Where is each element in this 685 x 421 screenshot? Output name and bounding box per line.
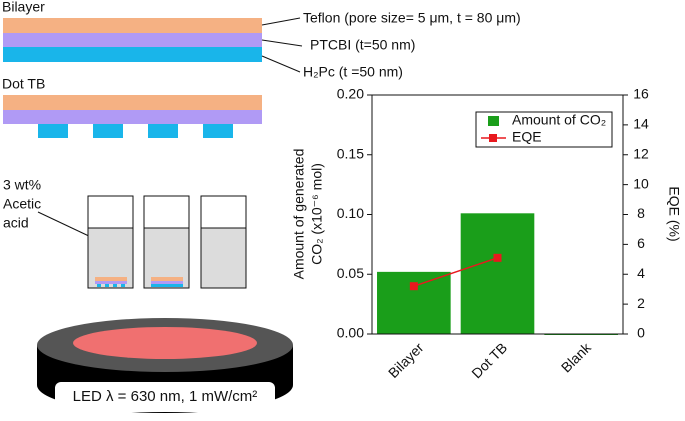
y2-tick-label: 14	[633, 116, 649, 132]
arrow	[261, 55, 301, 73]
y2-tick-label: 12	[633, 145, 649, 161]
acid-label: Acetic	[3, 196, 41, 212]
y2-tick-label: 10	[633, 175, 649, 191]
ptcbi-label: PTCBI (t=50 nm)	[310, 37, 415, 53]
arrow	[261, 39, 303, 47]
line	[413, 257, 498, 287]
line-marker	[409, 282, 418, 291]
vials	[87, 195, 247, 289]
arrow	[261, 17, 301, 26]
acid-label: acid	[3, 215, 29, 231]
legend-label: EQE	[512, 129, 542, 145]
y2-tick-label: 16	[633, 86, 649, 102]
y-axis-label: CO₂ (x10⁻⁶ mol)	[309, 163, 325, 265]
teflon-layer	[3, 18, 262, 33]
sample-dots	[97, 284, 125, 287]
sample	[95, 277, 127, 281]
x-tick-label: Dot TB	[468, 339, 510, 381]
y-tick-label: 0.10	[337, 205, 364, 221]
x-tick-label: Blank	[558, 339, 595, 376]
y-axis-label: Amount of generated	[291, 149, 307, 280]
bilayer-label: Bilayer	[2, 0, 45, 15]
led-label: LED λ = 630 nm, 1 mW/cm²	[73, 388, 258, 405]
h2pc-label: H₂Pc (t =50 nm)	[303, 64, 403, 80]
h2pc-layer	[3, 47, 262, 62]
ptcbi-layer	[3, 33, 262, 47]
led-label-box	[55, 382, 275, 412]
h2pc-dot	[203, 124, 233, 138]
sample	[151, 281, 183, 284]
y2-tick-label: 6	[637, 235, 645, 251]
x-tick-label: Bilayer	[385, 339, 427, 381]
acid-label: 3 wt%	[3, 177, 41, 193]
h2pc-dot	[148, 124, 178, 138]
dot-tb-label: Dot TB	[2, 76, 45, 92]
y2-tick-label: 8	[637, 205, 645, 221]
legend-swatch	[489, 134, 497, 142]
y2-axis-label: EQE (%)	[666, 186, 682, 241]
bar	[460, 213, 535, 334]
ptcbi-layer	[3, 110, 262, 124]
teflon-layer	[3, 95, 262, 110]
line-marker	[493, 253, 502, 262]
y-tick-label: 0.05	[337, 265, 364, 281]
y2-tick-label: 0	[637, 325, 645, 341]
legend-label: Amount of CO₂	[512, 112, 606, 128]
y-tick-label: 0.15	[337, 145, 364, 161]
y2-tick-label: 2	[637, 295, 645, 311]
plot-frame	[371, 94, 624, 335]
bar	[377, 271, 451, 334]
y-tick-label: 0.20	[337, 86, 364, 102]
led-light	[73, 327, 257, 359]
h2pc-dot	[93, 124, 123, 138]
teflon-label: Teflon (pore size= 5 μm, t = 80 μm)	[303, 10, 521, 26]
y-tick-label: 0.00	[337, 325, 364, 341]
sample	[95, 281, 127, 284]
h2pc-dot	[38, 124, 68, 138]
legend-swatch	[488, 116, 499, 126]
sample	[151, 277, 183, 281]
y2-tick-label: 4	[637, 265, 645, 281]
sample	[151, 284, 183, 287]
